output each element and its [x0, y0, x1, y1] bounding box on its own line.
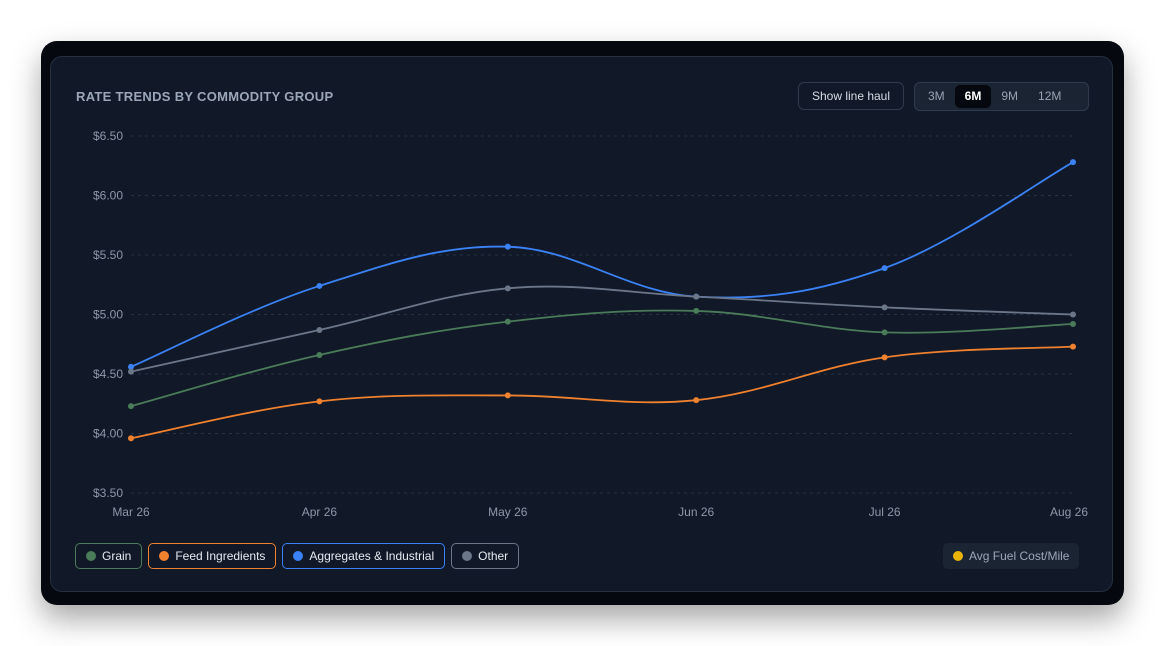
chart-title: RATE TRENDS BY COMMODITY GROUP	[76, 89, 334, 104]
legend-item-avg-fuel-cost[interactable]: Avg Fuel Cost/Mile	[943, 543, 1080, 569]
legend-dot-icon	[159, 551, 170, 561]
y-tick-label: $5.50	[93, 248, 123, 262]
range-button-6m[interactable]: 6M	[954, 85, 992, 108]
x-tick-label: Mar 26	[112, 505, 150, 519]
data-point-grain[interactable]	[881, 329, 888, 336]
range-button-12m[interactable]: 12M	[1038, 89, 1062, 103]
legend-item-grain[interactable]: Grain	[75, 543, 143, 569]
y-tick-label: $3.50	[93, 486, 123, 500]
data-point-aggregates-industrial[interactable]	[316, 282, 323, 289]
legend-item-other[interactable]: Other	[451, 543, 520, 569]
y-tick-label: $5.00	[93, 308, 123, 322]
data-point-other[interactable]	[504, 285, 511, 292]
range-button-3m[interactable]: 3M	[928, 89, 945, 103]
y-tick-label: $6.00	[93, 189, 123, 203]
legend-dot-icon	[86, 551, 96, 561]
data-point-aggregates-industrial[interactable]	[128, 363, 134, 370]
legend-label: Other	[478, 549, 509, 563]
range-button-9m[interactable]: 9M	[1001, 89, 1019, 103]
fuel-legend-dot-icon	[953, 551, 963, 561]
legend-label: Grain	[102, 549, 132, 563]
data-point-feed-ingredients[interactable]	[504, 392, 511, 399]
data-point-other[interactable]	[693, 293, 700, 300]
x-tick-label: Apr 26	[302, 505, 338, 519]
legend-item-aggregates-industrial[interactable]: Aggregates & Industrial	[282, 543, 446, 569]
data-point-other[interactable]	[316, 326, 323, 333]
chart-frame: RATE TRENDS BY COMMODITY GROUP Show line…	[41, 41, 1124, 605]
series-line-other	[130, 285, 1074, 373]
show-line-haul-button[interactable]: Show line haul	[798, 82, 904, 110]
data-point-grain[interactable]	[128, 403, 134, 410]
data-point-aggregates-industrial[interactable]	[1070, 159, 1076, 166]
data-point-feed-ingredients[interactable]	[693, 397, 700, 404]
data-point-aggregates-industrial[interactable]	[504, 243, 511, 250]
data-point-grain[interactable]	[1070, 321, 1076, 328]
y-tick-label: $4.50	[93, 367, 123, 381]
time-range-selector: 3M 6M 9M 12M	[914, 82, 1089, 111]
x-tick-label: Jun 26	[678, 505, 714, 519]
data-point-grain[interactable]	[316, 351, 323, 358]
series-line-feed-ingredients	[130, 345, 1074, 440]
y-tick-label: $6.50	[93, 129, 123, 143]
legend-label: Avg Fuel Cost/Mile	[969, 549, 1070, 563]
data-point-other[interactable]	[881, 304, 888, 311]
x-tick-label: May 26	[488, 505, 528, 519]
data-point-other[interactable]	[128, 368, 134, 375]
data-point-feed-ingredients[interactable]	[881, 354, 888, 361]
chart-legend: Grain Feed Ingredients Aggregates & Indust…	[75, 543, 520, 569]
x-tick-label: Jul 26	[869, 505, 901, 519]
legend-item-feed-ingredients[interactable]: Feed Ingredients	[148, 543, 277, 569]
series-line-aggregates-industrial	[130, 161, 1074, 368]
data-point-grain[interactable]	[504, 318, 511, 325]
data-point-aggregates-industrial[interactable]	[881, 265, 888, 272]
data-point-other[interactable]	[1070, 311, 1076, 318]
data-point-feed-ingredients[interactable]	[1070, 343, 1076, 350]
data-point-grain[interactable]	[693, 307, 700, 314]
series-line-grain	[130, 309, 1074, 407]
x-tick-label: Aug 26	[1050, 505, 1088, 519]
y-tick-label: $4.00	[93, 427, 123, 441]
line-chart: $6.50 $6.00 $5.50 $5.00 $4.50 $4.00 $3.50 Mar 2…	[93, 129, 1088, 519]
chart-card: RATE TRENDS BY COMMODITY GROUP Show line…	[50, 56, 1113, 592]
data-point-feed-ingredients[interactable]	[316, 398, 323, 405]
legend-label: Aggregates & Industrial	[309, 549, 435, 563]
legend-label: Feed Ingredients	[175, 549, 266, 563]
legend-dot-icon	[293, 551, 304, 561]
legend-dot-icon	[462, 551, 473, 561]
data-point-feed-ingredients[interactable]	[128, 435, 134, 442]
